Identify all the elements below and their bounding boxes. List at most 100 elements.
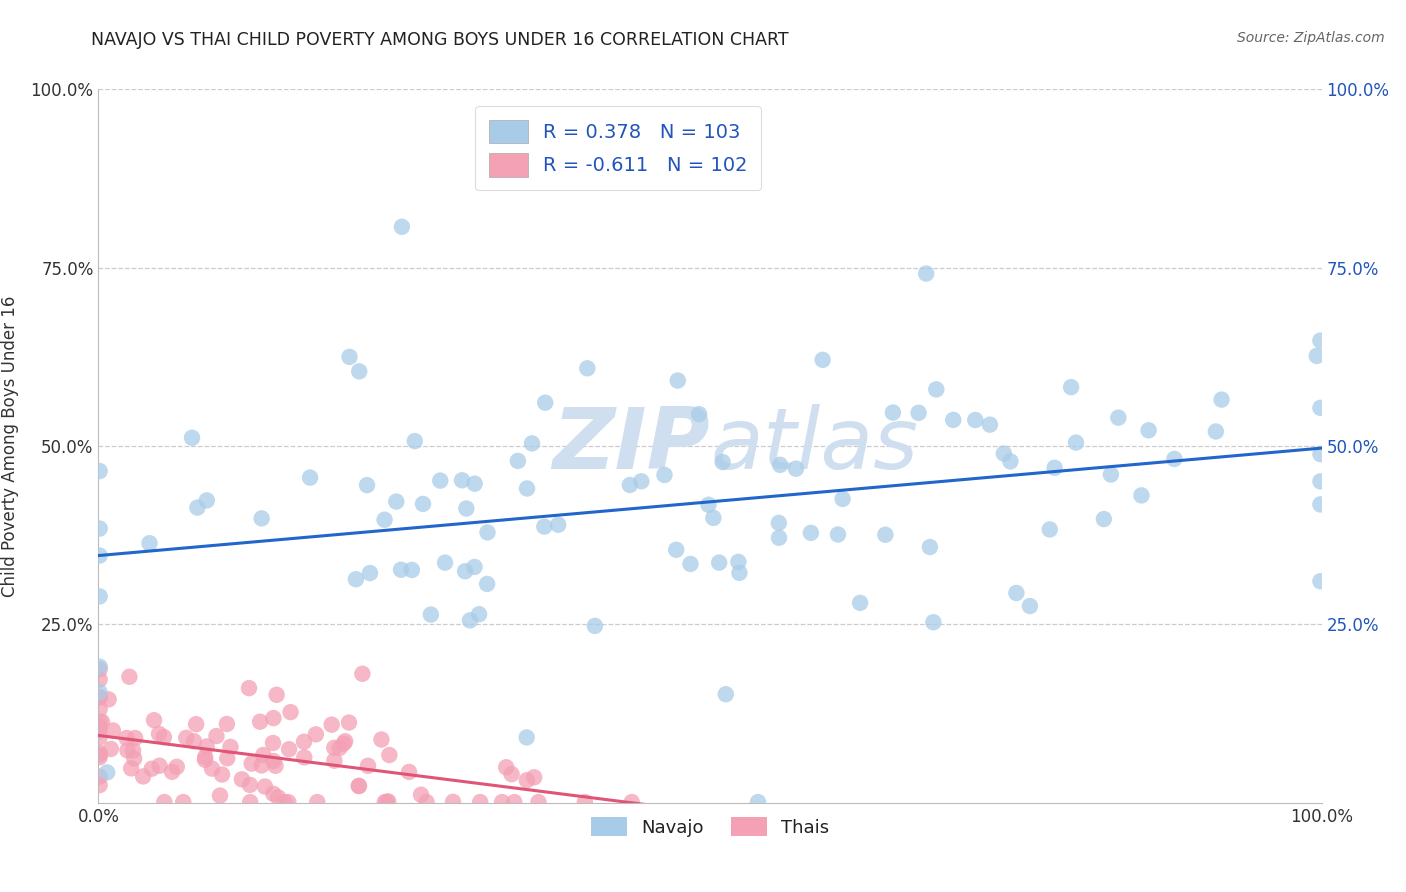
Point [337, 715, 360, 730]
Point [619, 478, 641, 492]
Point [477, 525, 499, 540]
Point [186, 500, 208, 515]
Point [262, 787, 284, 801]
Point [375, 795, 398, 809]
Point [166, 760, 188, 774]
Point [451, 473, 474, 487]
Point [1211, 392, 1233, 407]
Point [239, 778, 262, 792]
Point [434, 556, 457, 570]
Point [1092, 512, 1115, 526]
Point [174, 731, 197, 745]
Point [1309, 334, 1331, 348]
Point [323, 754, 346, 768]
Point [335, 734, 357, 748]
Point [464, 476, 486, 491]
Point [292, 735, 315, 749]
Point [250, 758, 273, 772]
Point [458, 613, 481, 627]
Point [714, 687, 737, 701]
Point [250, 511, 273, 525]
Point [747, 795, 769, 809]
Point [503, 795, 526, 809]
Point [404, 434, 426, 448]
Point [267, 790, 290, 805]
Point [1107, 410, 1129, 425]
Point [1306, 349, 1329, 363]
Point [89, 714, 111, 729]
Point [398, 764, 420, 779]
Point [1018, 599, 1040, 613]
Point [1060, 380, 1083, 394]
Point [124, 731, 146, 745]
Point [89, 659, 111, 673]
Point [89, 750, 111, 764]
Point [915, 267, 938, 281]
Point [89, 723, 111, 738]
Point [89, 662, 111, 676]
Point [262, 736, 284, 750]
Point [194, 753, 217, 767]
Point [697, 498, 720, 512]
Point [942, 413, 965, 427]
Point [97, 692, 120, 706]
Point [1137, 423, 1160, 437]
Point [307, 795, 329, 809]
Point [89, 685, 111, 699]
Point [711, 455, 734, 469]
Point [141, 762, 163, 776]
Point [907, 406, 929, 420]
Point [231, 772, 253, 787]
Point [925, 383, 948, 397]
Point [965, 413, 987, 427]
Point [211, 767, 233, 781]
Point [252, 747, 274, 762]
Text: Source: ZipAtlas.com: Source: ZipAtlas.com [1237, 31, 1385, 45]
Point [118, 670, 141, 684]
Point [918, 540, 941, 554]
Point [323, 740, 346, 755]
Point [370, 732, 392, 747]
Point [389, 563, 412, 577]
Point [217, 751, 239, 765]
Point [273, 795, 295, 809]
Point [194, 750, 217, 764]
Point [547, 517, 569, 532]
Point [811, 352, 834, 367]
Point [728, 566, 751, 580]
Point [238, 681, 260, 695]
Point [356, 478, 378, 492]
Point [468, 607, 491, 622]
Point [240, 756, 263, 771]
Point [1309, 401, 1331, 415]
Point [186, 717, 208, 731]
Point [89, 747, 111, 762]
Point [377, 794, 399, 808]
Point [266, 688, 288, 702]
Point [630, 475, 652, 489]
Point [89, 590, 111, 604]
Point [993, 446, 1015, 460]
Point [768, 516, 790, 530]
Point [115, 731, 138, 745]
Point [89, 702, 111, 716]
Point [415, 795, 437, 809]
Point [208, 789, 231, 803]
Point [278, 742, 301, 756]
Point [849, 596, 872, 610]
Point [215, 717, 238, 731]
Point [1043, 460, 1066, 475]
Point [305, 727, 328, 741]
Point [527, 795, 550, 809]
Point [89, 746, 111, 760]
Point [1205, 425, 1227, 439]
Point [117, 743, 139, 757]
Point [391, 219, 413, 234]
Point [1099, 467, 1122, 482]
Point [1309, 497, 1331, 511]
Text: ZIP: ZIP [553, 404, 710, 488]
Point [347, 779, 370, 793]
Point [378, 747, 401, 762]
Point [143, 713, 166, 727]
Point [707, 556, 730, 570]
